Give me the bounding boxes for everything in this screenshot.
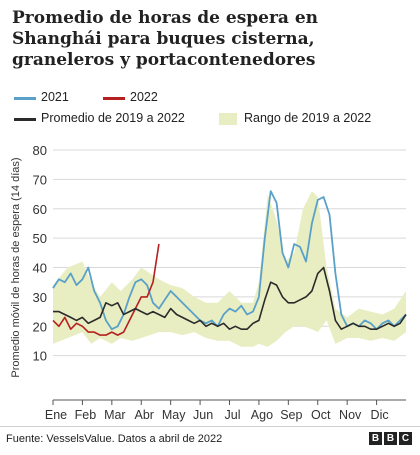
y-tick-label-70: 70 [33, 172, 47, 187]
bbc-logo-letter: C [399, 432, 412, 445]
y-tick-label-10: 10 [33, 349, 47, 364]
x-tick-label: Sep [280, 408, 302, 422]
legend-label-2021: 2021 [41, 90, 69, 104]
legend-item-2022: 2022 [103, 90, 183, 106]
y-tick-label-20: 20 [33, 319, 47, 334]
bbc-logo-letter: B [384, 432, 397, 445]
legend-swatch-2022 [103, 97, 125, 100]
legend-label-range: Rango de 2019 a 2022 [244, 111, 372, 125]
x-tick-label: Jun [193, 408, 213, 422]
legend-label-average: Promedio de 2019 a 2022 [41, 111, 185, 125]
x-tick-label: Ene [45, 408, 67, 422]
x-tick-label: Oct [311, 408, 331, 422]
x-tick-label: Abr [135, 408, 154, 422]
range-band [53, 191, 406, 347]
legend-swatch-2021 [14, 97, 36, 100]
x-tick-label: Dic [371, 408, 389, 422]
x-tick-label: May [162, 408, 186, 422]
bbc-logo: B B C [369, 432, 412, 445]
y-tick-label-80: 80 [33, 143, 47, 158]
y-axis-label: Promedio móvil de horas de espera (14 dí… [10, 157, 22, 377]
legend-item-range: Rango de 2019 a 2022 [217, 111, 407, 127]
x-tick-label: Ago [251, 408, 273, 422]
x-tick-label: Mar [104, 408, 126, 422]
x-tick-label: Feb [75, 408, 97, 422]
series-line-s2022 [52, 243, 160, 336]
x-tick-label: Nov [339, 408, 362, 422]
series-line-avg [53, 266, 407, 330]
legend-swatch-range [219, 113, 237, 125]
legend-swatch-average [14, 118, 36, 121]
legend-item-2021: 2021 [14, 90, 94, 106]
chart-title: Promedio de horas de espera en Shanghái … [12, 8, 319, 70]
legend-label-2022: 2022 [130, 90, 158, 104]
x-tick-label: Jul [225, 408, 241, 422]
footer-source: Fuente: VesselsValue. Datos a abril de 2… [6, 433, 223, 445]
chart-plot: 10 20 30 40 50 60 70 80 Promedio móvil de horas … [10, 143, 407, 422]
y-tick-label-60: 60 [33, 202, 47, 217]
y-tick-label-40: 40 [33, 261, 47, 276]
footer-divider [0, 426, 420, 427]
bbc-logo-letter: B [369, 432, 382, 445]
legend-item-average: Promedio de 2019 a 2022 [14, 111, 204, 127]
y-tick-label-50: 50 [33, 231, 47, 246]
y-tick-label-30: 30 [33, 290, 47, 305]
